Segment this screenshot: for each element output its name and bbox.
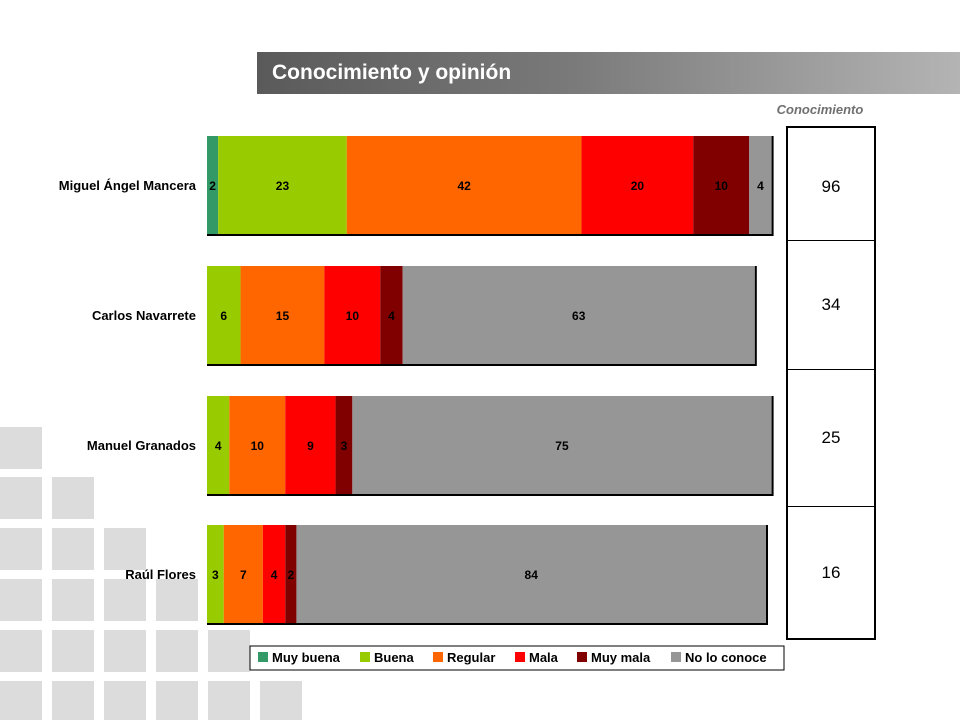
data-label: 7 <box>240 568 247 582</box>
data-label: 15 <box>276 309 290 323</box>
knowledge-column-label: Conocimiento <box>776 102 864 117</box>
bar-segment <box>380 266 403 364</box>
decorative-square <box>156 579 198 621</box>
data-label: 63 <box>572 309 586 323</box>
category-label: Manuel Granados <box>87 438 196 453</box>
legend-swatch <box>577 652 587 662</box>
knowledge-value: 96 <box>821 177 841 196</box>
decorative-square <box>0 681 42 720</box>
legend-box <box>249 645 785 671</box>
decorative-square <box>104 528 146 570</box>
data-label: 4 <box>388 309 395 323</box>
knowledge-value: 16 <box>821 563 841 582</box>
decorative-square <box>104 630 146 672</box>
knowledge-value: 25 <box>821 428 841 447</box>
bar-segment <box>346 136 582 234</box>
decorative-square <box>156 681 198 720</box>
data-label: 2 <box>288 568 295 582</box>
bar-segment <box>229 396 286 494</box>
data-label: 10 <box>715 179 729 193</box>
decorative-square <box>260 681 302 720</box>
category-label: Raúl Flores <box>125 567 196 582</box>
legend-label: Buena <box>374 650 415 665</box>
bar-segment <box>335 396 353 494</box>
data-label: 10 <box>251 439 265 453</box>
decorative-square <box>0 477 42 519</box>
knowledge-divider <box>788 240 874 241</box>
data-label: 2 <box>209 179 216 193</box>
data-label: 75 <box>555 439 569 453</box>
legend-label: Muy buena <box>272 650 341 665</box>
legend-swatch <box>671 652 681 662</box>
legend-label: Regular <box>447 650 495 665</box>
bar-segment <box>223 525 263 623</box>
data-label: 9 <box>307 439 314 453</box>
decorative-square <box>52 528 94 570</box>
data-label: 42 <box>457 179 471 193</box>
decorative-square <box>104 579 146 621</box>
knowledge-value-box: 96 34 25 16 <box>786 126 876 640</box>
decorative-square <box>104 681 146 720</box>
bar-segment <box>207 266 241 364</box>
bar-segment <box>285 525 297 623</box>
decorative-square <box>0 579 42 621</box>
knowledge-divider <box>788 506 874 507</box>
decorative-square <box>208 681 250 720</box>
bar-segment <box>296 525 766 623</box>
data-label: 6 <box>220 309 227 323</box>
bar-segment <box>207 525 224 623</box>
bar-segment <box>218 136 347 234</box>
page-title: Conocimiento y opinión <box>272 61 512 84</box>
decorative-square <box>208 630 250 672</box>
decorative-square <box>0 528 42 570</box>
bar-segment <box>207 396 230 494</box>
decorative-square-pattern <box>0 427 302 720</box>
legend-label: Mala <box>529 650 559 665</box>
bar-segment <box>240 266 325 364</box>
category-label: Miguel Ángel Mancera <box>59 178 197 193</box>
bar-segment <box>693 136 750 234</box>
bar-segment <box>749 136 772 234</box>
bar-segment <box>262 525 286 623</box>
data-label: 3 <box>212 568 219 582</box>
legend-swatch <box>258 652 268 662</box>
data-label: 10 <box>346 309 360 323</box>
data-label: 4 <box>215 439 222 453</box>
data-label: 84 <box>525 568 539 582</box>
data-label: 4 <box>271 568 278 582</box>
decorative-square <box>0 427 42 469</box>
decorative-square <box>156 630 198 672</box>
legend-swatch <box>360 652 370 662</box>
bar-segment <box>285 396 336 494</box>
legend-label: No lo conoce <box>685 650 767 665</box>
legend-swatch <box>515 652 525 662</box>
data-label: 23 <box>276 179 290 193</box>
category-label: Carlos Navarrete <box>92 308 196 323</box>
knowledge-divider <box>788 369 874 370</box>
title-banner: Conocimiento y opinión <box>257 52 960 94</box>
legend-swatch <box>433 652 443 662</box>
bar-segment <box>352 396 772 494</box>
bar-segment <box>324 266 381 364</box>
decorative-square <box>52 630 94 672</box>
data-label: 3 <box>341 439 348 453</box>
bar-segment <box>207 136 219 234</box>
knowledge-value: 34 <box>821 295 841 314</box>
decorative-square <box>0 630 42 672</box>
legend-label: Muy mala <box>591 650 651 665</box>
decorative-square <box>52 477 94 519</box>
data-label: 4 <box>757 179 764 193</box>
data-label: 20 <box>631 179 645 193</box>
decorative-square <box>52 579 94 621</box>
decorative-square <box>52 681 94 720</box>
bar-segment <box>581 136 694 234</box>
bar-segment <box>402 266 755 364</box>
